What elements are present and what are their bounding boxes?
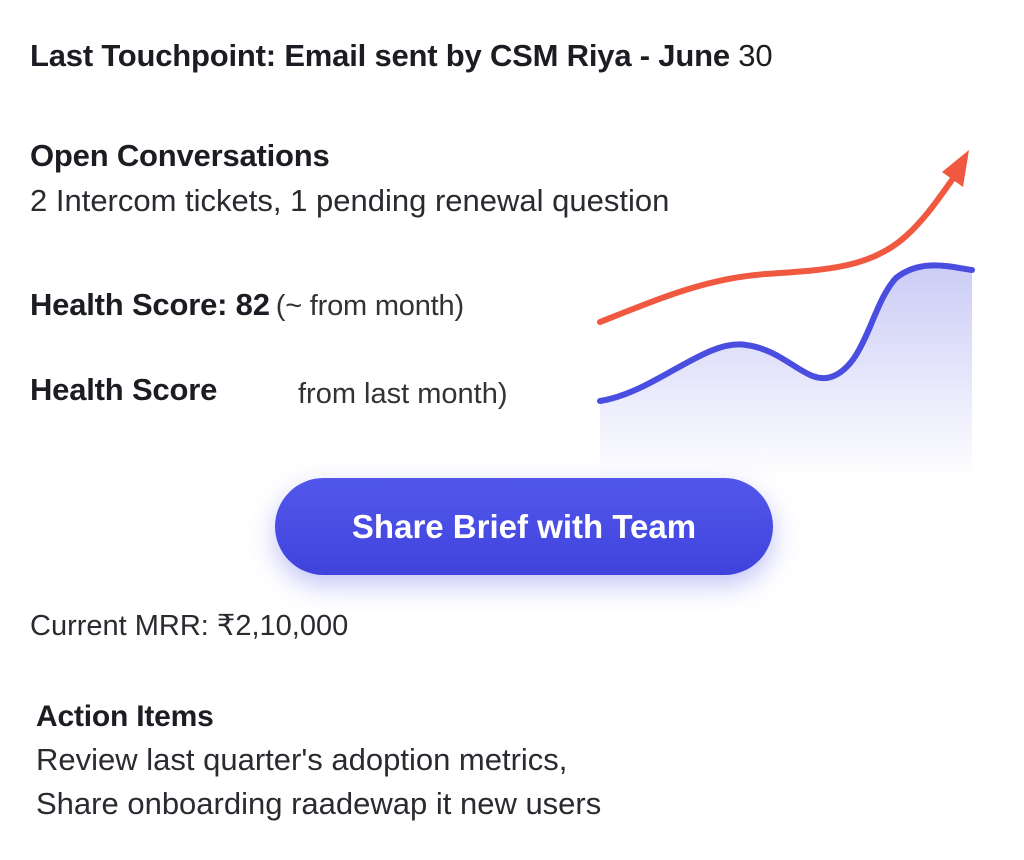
arrow-up-right-icon	[942, 150, 969, 187]
red-trend-line	[597, 177, 955, 325]
last-touchpoint-day: 30	[738, 38, 773, 73]
last-touchpoint-text: Last Touchpoint: Email sent by CSM Riya …	[30, 38, 730, 73]
health-score-label: Health Score: 82	[30, 287, 270, 322]
health-score-note-2: from last month)	[298, 378, 508, 410]
last-touchpoint: Last Touchpoint: Email sent by CSM Riya …	[30, 38, 773, 74]
health-score-label-2: Health Score	[30, 372, 218, 407]
blue-trend-line	[597, 262, 975, 404]
share-brief-button[interactable]: Share Brief with Team	[275, 478, 773, 575]
health-score-line: Health Score: 82 (~ from month)	[30, 287, 464, 323]
action-items-title: Action Items	[36, 700, 214, 733]
action-item: Review last quarter's adoption metrics,	[36, 742, 568, 777]
health-score-note: (~ from month)	[275, 290, 464, 322]
action-item: Share onboarding raadewap it new users	[36, 786, 602, 821]
trend-chart	[597, 150, 975, 480]
current-mrr: Current MRR: ₹2,10,000	[30, 610, 349, 642]
blue-area-fill	[600, 265, 972, 480]
open-conversations-title: Open Conversations	[30, 138, 330, 173]
open-conversations-body: 2 Intercom tickets, 1 pending renewal qu…	[30, 183, 670, 218]
